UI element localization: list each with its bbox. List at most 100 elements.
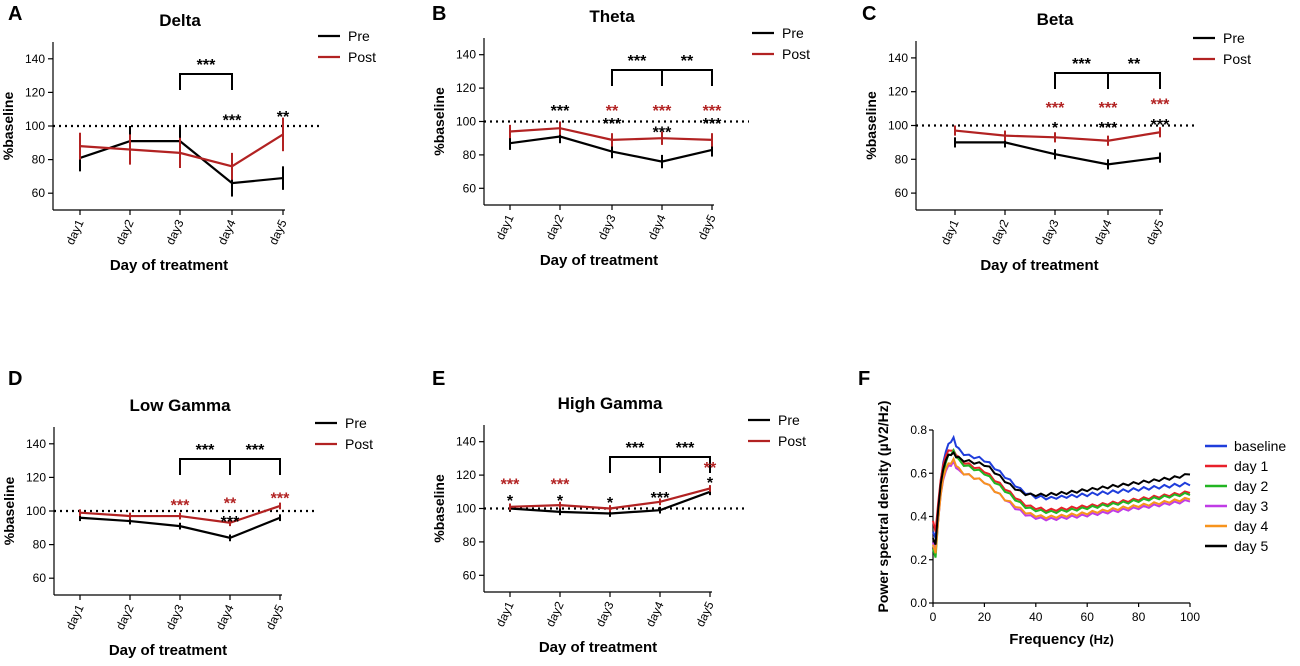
panel-title: Low Gamma <box>129 396 231 415</box>
x-axis-label: Day of treatment <box>110 257 228 274</box>
psd-line-day-5 <box>932 450 1191 545</box>
legend-label-post: Post <box>782 46 810 62</box>
y-axis-label: %baseline <box>431 87 447 156</box>
y-tick-label: 60 <box>32 186 46 200</box>
y-axis-label: %baseline <box>863 91 879 160</box>
x-tick-label: day2 <box>543 212 567 242</box>
y-tick-label: 100 <box>26 504 46 518</box>
y-tick-label: 140 <box>888 51 908 65</box>
significance-marker: ** <box>606 103 619 120</box>
significance-marker: *** <box>501 476 520 493</box>
x-tick-label: 20 <box>978 610 992 624</box>
panel-title: High Gamma <box>558 394 663 413</box>
significance-marker: * <box>707 475 714 492</box>
psd-line-day-3 <box>932 458 1191 552</box>
x-tick-label: day3 <box>1038 217 1062 247</box>
significance-marker: ** <box>224 496 237 513</box>
legend-label-post: Post <box>348 49 376 65</box>
x-tick-label: day1 <box>938 217 962 247</box>
significance-marker: *** <box>171 497 190 514</box>
significance-marker: *** <box>551 476 570 493</box>
bracket-significance-label: *** <box>196 442 215 459</box>
panel-label: E <box>432 368 445 390</box>
significance-marker: *** <box>603 116 622 133</box>
bracket-significance-label: *** <box>197 57 216 74</box>
psd-line-day-1 <box>932 449 1191 532</box>
bracket-significance-label: ** <box>681 53 694 70</box>
significance-bracket <box>229 458 281 475</box>
significance-marker: *** <box>551 103 570 120</box>
y-tick-label: 80 <box>895 152 909 166</box>
y-tick-label: 140 <box>25 52 45 66</box>
panel-d: D Low Gamma 60 80 100 120 140 day1 day2 day3 day4 d… <box>1 368 373 659</box>
y-tick-label: 120 <box>456 81 476 95</box>
y-tick-label: 120 <box>456 468 476 482</box>
significance-marker: *** <box>1046 100 1065 117</box>
panel-label: B <box>432 3 446 25</box>
y-axis-label: %baseline <box>1 477 17 546</box>
psd-line-day-4 <box>932 456 1191 554</box>
x-axis-label-name: Frequency <box>1009 631 1089 648</box>
panel-title: Beta <box>1037 10 1074 29</box>
significance-bracket <box>179 458 231 475</box>
bracket-significance-label: *** <box>676 440 695 457</box>
y-tick-label: 0.8 <box>910 423 927 437</box>
y-tick-label: 80 <box>32 153 46 167</box>
y-tick-label: 120 <box>26 470 46 484</box>
significance-marker: *** <box>653 125 672 142</box>
x-axis-label: Day of treatment <box>539 639 657 656</box>
x-axis-label: Day of treatment <box>109 642 227 659</box>
panel-b: B Theta 60 80 100 120 140 day1 day2 day3 day4 day5 D… <box>431 3 810 269</box>
legend-label-day-4: day 4 <box>1234 518 1268 534</box>
legend-label-post: Post <box>345 436 373 452</box>
y-tick-label: 80 <box>463 535 477 549</box>
significance-marker: ** <box>704 460 717 477</box>
y-tick-label: 120 <box>888 85 908 99</box>
x-tick-label: day1 <box>63 602 87 632</box>
legend-label-day-2: day 2 <box>1234 478 1268 494</box>
y-tick-label: 60 <box>463 568 477 582</box>
x-tick-label: day5 <box>266 217 290 247</box>
x-tick-label: day2 <box>113 602 137 632</box>
significance-marker: *** <box>271 491 290 508</box>
x-axis-label: Day of treatment <box>980 257 1098 274</box>
significance-marker: *** <box>653 103 672 120</box>
y-tick-label: 100 <box>456 115 476 129</box>
x-tick-label: day3 <box>593 599 617 629</box>
x-tick-label: day5 <box>693 599 717 629</box>
x-axis-label: Day of treatment <box>540 252 658 269</box>
bracket-significance-label: *** <box>1072 56 1091 73</box>
bracket-significance-label: *** <box>246 442 265 459</box>
significance-marker: * <box>1052 120 1059 137</box>
x-tick-label: day4 <box>645 212 669 242</box>
significance-marker: *** <box>221 514 240 531</box>
significance-bracket <box>611 69 663 86</box>
legend-label-pre: Pre <box>1223 30 1245 46</box>
y-tick-label: 140 <box>26 437 46 451</box>
y-tick-label: 100 <box>456 502 476 516</box>
x-tick-label: day1 <box>63 217 87 247</box>
significance-marker: * <box>557 493 564 510</box>
bracket-significance-label: *** <box>626 440 645 457</box>
y-tick-label: 100 <box>888 119 908 133</box>
panel-label: C <box>862 3 876 25</box>
y-tick-label: 0.4 <box>910 510 927 524</box>
y-tick-label: 0.0 <box>910 596 927 610</box>
x-tick-label: day3 <box>163 217 187 247</box>
legend-label-post: Post <box>778 433 806 449</box>
panel-label: A <box>8 3 22 25</box>
x-tick-label: 100 <box>1180 610 1200 624</box>
legend-label-pre: Pre <box>782 25 804 41</box>
x-tick-label: day4 <box>1091 217 1115 247</box>
x-tick-label: 80 <box>1132 610 1146 624</box>
y-tick-label: 0.6 <box>910 466 927 480</box>
y-tick-label: 60 <box>895 186 909 200</box>
legend-label-post: Post <box>1223 51 1251 67</box>
legend-label-pre: Pre <box>348 28 370 44</box>
significance-bracket <box>1107 72 1161 89</box>
y-tick-label: 80 <box>33 538 47 552</box>
legend-label-day-1: day 1 <box>1234 458 1268 474</box>
legend-label-pre: Pre <box>345 415 367 431</box>
significance-bracket <box>1054 72 1109 89</box>
